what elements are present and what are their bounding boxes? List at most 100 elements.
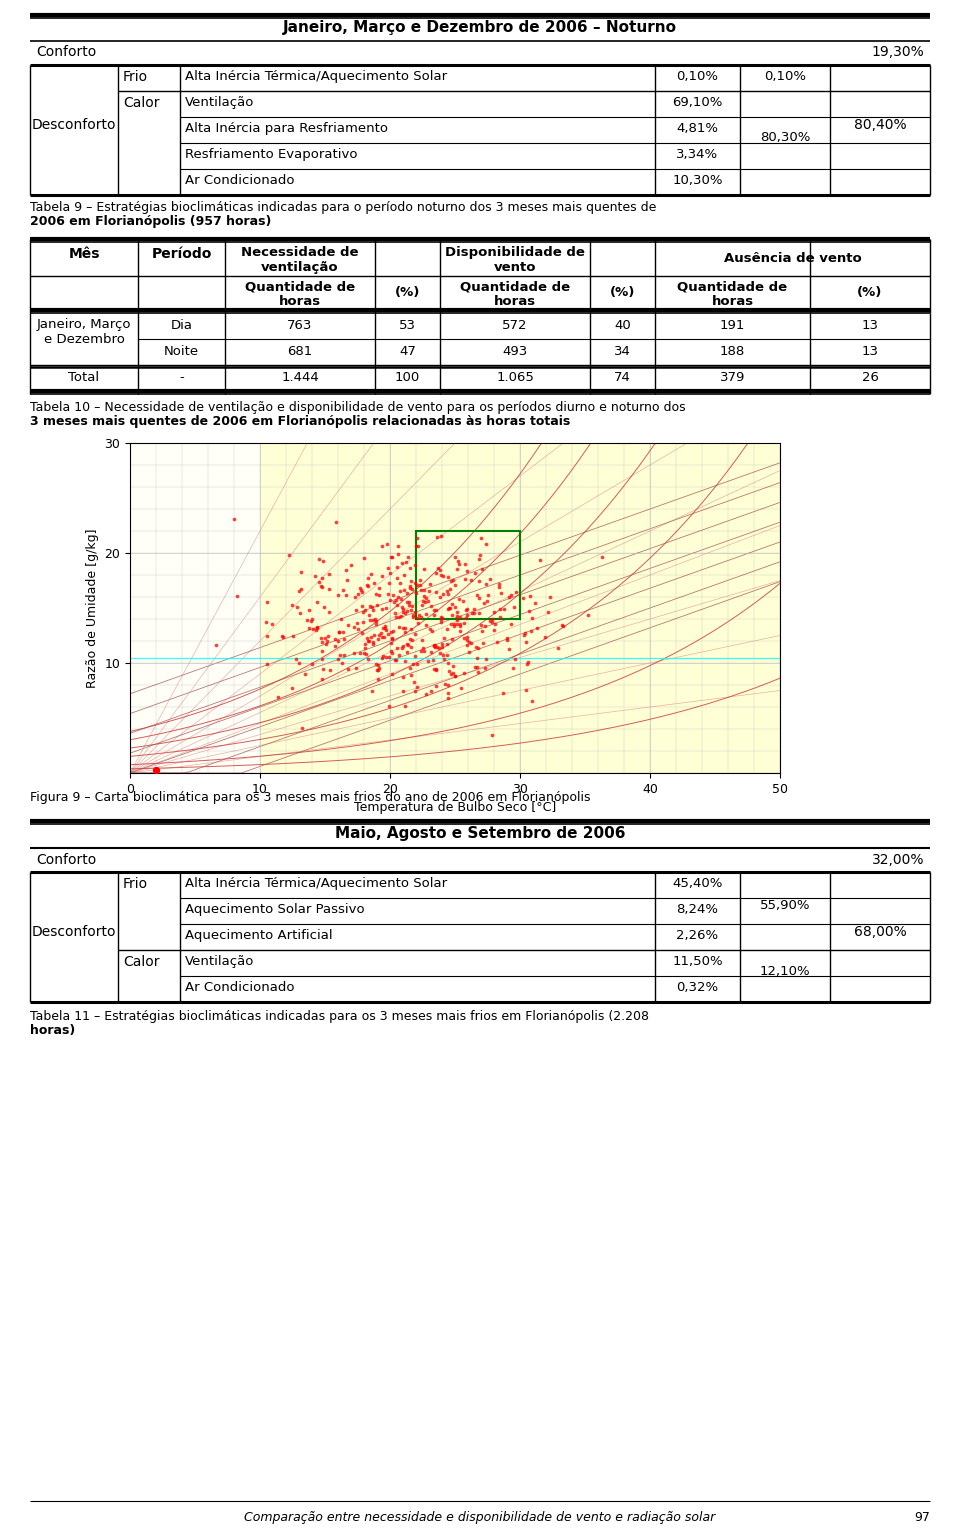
Point bbox=[468, 645, 484, 670]
Point bbox=[447, 573, 463, 598]
Point bbox=[459, 559, 474, 584]
Point bbox=[333, 607, 348, 631]
Point bbox=[389, 554, 404, 579]
Point bbox=[555, 613, 570, 637]
Point bbox=[451, 551, 467, 576]
Point bbox=[427, 634, 443, 659]
Point bbox=[392, 614, 407, 639]
Point bbox=[299, 608, 314, 633]
Point bbox=[468, 561, 483, 585]
Text: 763: 763 bbox=[287, 319, 313, 332]
Point bbox=[501, 585, 516, 610]
Text: Alta Inércia Térmica/Aquecimento Solar: Alta Inércia Térmica/Aquecimento Solar bbox=[185, 71, 447, 83]
Point bbox=[402, 573, 418, 598]
Point bbox=[440, 685, 455, 710]
Point bbox=[427, 634, 443, 659]
Point bbox=[294, 559, 309, 584]
Point bbox=[393, 571, 408, 596]
Point bbox=[446, 611, 462, 636]
Text: 3 meses mais quentes de 2006 em Florianópolis relacionadas às horas totais: 3 meses mais quentes de 2006 em Florianó… bbox=[30, 415, 570, 429]
Point bbox=[473, 527, 489, 551]
Point bbox=[437, 647, 452, 671]
Point bbox=[435, 644, 450, 668]
Point bbox=[477, 656, 492, 680]
Point bbox=[331, 619, 347, 644]
Point bbox=[377, 614, 393, 639]
Point bbox=[348, 585, 363, 610]
Point bbox=[337, 627, 352, 651]
Point bbox=[376, 625, 392, 650]
Point bbox=[361, 602, 376, 627]
Point bbox=[456, 660, 471, 685]
Point bbox=[459, 605, 474, 630]
Point bbox=[453, 605, 468, 630]
Point bbox=[384, 639, 399, 664]
Point bbox=[320, 628, 335, 653]
Point bbox=[452, 611, 468, 636]
Point bbox=[208, 633, 224, 657]
Point bbox=[227, 507, 242, 531]
Point bbox=[395, 551, 410, 576]
Point bbox=[416, 636, 431, 660]
Point bbox=[281, 544, 297, 568]
Point bbox=[415, 593, 430, 617]
Point bbox=[517, 621, 533, 645]
Point bbox=[259, 624, 275, 648]
Point bbox=[394, 636, 409, 660]
Point bbox=[449, 607, 465, 631]
Point bbox=[458, 567, 473, 591]
Point bbox=[469, 654, 485, 679]
Point bbox=[364, 594, 379, 619]
Point bbox=[334, 650, 349, 674]
Point bbox=[453, 614, 468, 639]
Point bbox=[366, 571, 381, 596]
Point bbox=[402, 656, 418, 680]
Point bbox=[366, 630, 381, 654]
Point bbox=[330, 582, 346, 607]
Point bbox=[390, 533, 405, 558]
Point bbox=[529, 616, 544, 641]
Point bbox=[301, 616, 317, 641]
Point bbox=[385, 545, 400, 570]
Point bbox=[441, 565, 456, 590]
Point bbox=[294, 578, 309, 602]
Text: 493: 493 bbox=[502, 346, 528, 358]
Point bbox=[399, 639, 415, 664]
Point bbox=[492, 605, 508, 630]
Point bbox=[471, 568, 487, 593]
Point bbox=[357, 631, 372, 656]
Point bbox=[434, 607, 449, 631]
Point bbox=[381, 571, 396, 596]
Point bbox=[538, 625, 553, 650]
Point bbox=[470, 636, 486, 660]
Text: Calor: Calor bbox=[123, 955, 159, 969]
Point bbox=[289, 594, 304, 619]
Text: 0,32%: 0,32% bbox=[677, 982, 719, 994]
Text: Frio: Frio bbox=[123, 71, 148, 84]
Point bbox=[418, 590, 433, 614]
Point bbox=[353, 578, 369, 602]
Point bbox=[447, 664, 463, 688]
Point bbox=[407, 679, 422, 703]
Point bbox=[415, 588, 430, 613]
Point bbox=[474, 556, 490, 581]
Point bbox=[417, 578, 432, 602]
Point bbox=[339, 568, 354, 593]
Point bbox=[428, 633, 444, 657]
Point bbox=[469, 582, 485, 607]
Text: 40: 40 bbox=[614, 319, 631, 332]
Text: Ausência de vento: Ausência de vento bbox=[724, 252, 861, 266]
Text: 26: 26 bbox=[861, 372, 878, 384]
Point bbox=[392, 605, 407, 630]
Point bbox=[419, 602, 434, 627]
Point bbox=[428, 579, 444, 604]
Point bbox=[352, 641, 368, 665]
Point bbox=[258, 610, 274, 634]
Point bbox=[383, 619, 398, 644]
Text: 0,10%: 0,10% bbox=[677, 71, 718, 83]
Point bbox=[311, 570, 326, 594]
Point bbox=[478, 571, 493, 596]
Point bbox=[396, 562, 412, 587]
Point bbox=[533, 548, 548, 573]
Text: horas): horas) bbox=[30, 1025, 75, 1037]
